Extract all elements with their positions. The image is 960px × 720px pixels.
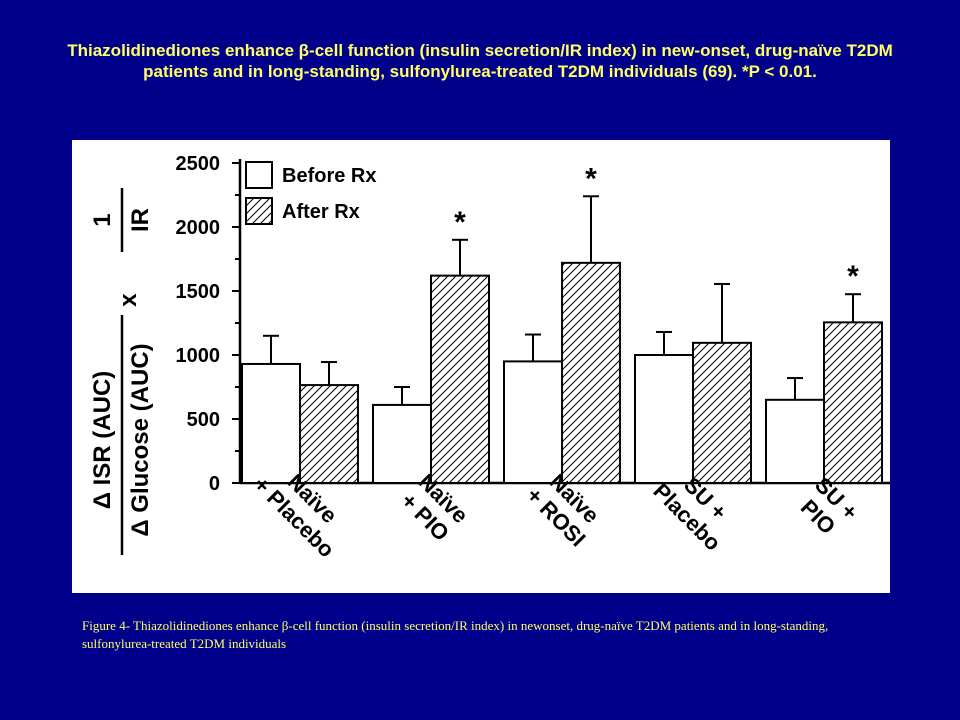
bar-before-rx [634, 354, 694, 484]
bar-after-rx [561, 261, 621, 484]
bar-before-rx [372, 403, 432, 485]
bar-after-rx [299, 384, 359, 484]
significance-marker: * [847, 260, 859, 293]
bar-after-rx [692, 341, 752, 484]
ylabel-times: x [115, 293, 142, 307]
bar-after-rx [430, 274, 490, 484]
legend: Before Rx After Rx [245, 161, 376, 225]
bar-before-rx [503, 360, 563, 484]
ylabel-factor-denominator: IR [127, 208, 154, 232]
chart-panel: Δ ISR (AUC) Δ Glucose (AUC) x 1 IR 0 500 1… [72, 140, 890, 593]
bars: * * * [241, 162, 883, 485]
figure-caption: Figure 4- Thiazolidinediones enhance β-c… [82, 618, 829, 651]
significance-marker: * [454, 206, 466, 239]
y-tick-label: 2500 [176, 153, 221, 175]
significance-marker: * [585, 162, 597, 195]
y-tick-label: 0 [209, 473, 220, 495]
y-tick-label: 1000 [176, 345, 221, 367]
legend-swatch [245, 161, 273, 189]
legend-entry: After Rx [282, 201, 360, 223]
y-ticks: 0 500 1000 1500 2000 2500 [176, 153, 240, 495]
bar-before-rx [241, 362, 301, 485]
legend-swatch [245, 197, 273, 225]
ylabel-factor-numerator: 1 [89, 213, 116, 226]
bar-before-rx [765, 398, 825, 484]
ylabel-numerator: Δ ISR (AUC) [89, 371, 116, 510]
y-tick-label: 500 [187, 409, 220, 431]
bar-chart: Δ ISR (AUC) Δ Glucose (AUC) x 1 IR 0 500 1… [89, 153, 890, 562]
y-tick-label: 2000 [176, 217, 221, 239]
bar-after-rx [823, 321, 883, 484]
y-tick-label: 1500 [176, 281, 221, 303]
legend-entry: Before Rx [282, 165, 376, 187]
ylabel-denominator: Δ Glucose (AUC) [127, 343, 154, 536]
y-axis-label: Δ ISR (AUC) Δ Glucose (AUC) x 1 IR [89, 188, 154, 555]
slide-title: Thiazolidinediones enhance β-cell functi… [67, 41, 893, 82]
